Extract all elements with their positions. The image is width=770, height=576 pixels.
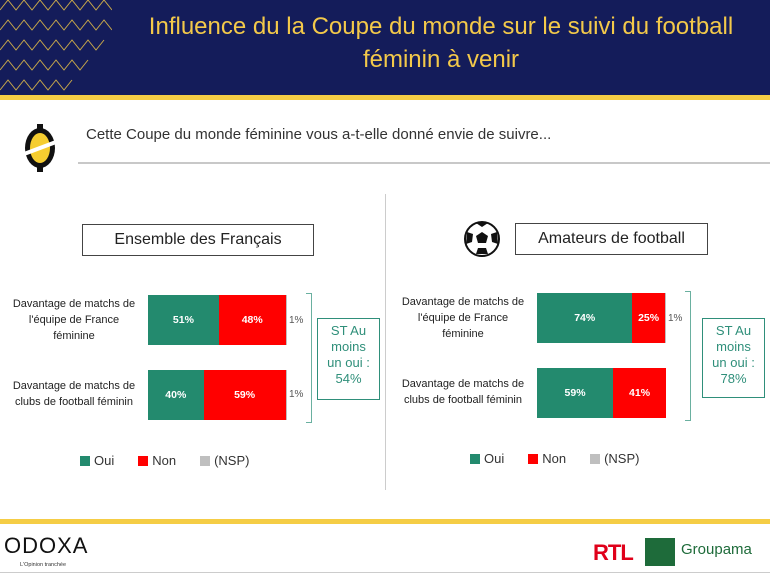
groupama-logo: Groupama <box>681 541 752 558</box>
row-label: Davantage de matchs de clubs de football … <box>401 378 525 406</box>
bar-segment-non: 41% <box>613 368 666 418</box>
bar-segment-nsp <box>664 293 666 343</box>
legend-non: Non <box>528 451 566 466</box>
bar-segment-nsp <box>285 370 287 420</box>
bar-segment-non: 59% <box>203 370 286 420</box>
bar-segment-oui: 74% <box>537 293 633 343</box>
bar-segment-oui: 40% <box>148 370 204 420</box>
legend: Oui Non (NSP) <box>80 453 249 468</box>
groupama-icon <box>645 538 675 566</box>
panel-title-ensemble: Ensemble des Français <box>82 224 314 256</box>
bar-row: 40% 59% <box>148 370 287 420</box>
header: Influence du la Coupe du monde sur le su… <box>0 0 770 95</box>
bar-segment-oui: 51% <box>148 295 219 345</box>
chevron-pattern <box>0 0 112 91</box>
row-label: Davantage de matchs de l'équipe de France… <box>12 298 136 342</box>
footer-stripe <box>0 519 770 524</box>
legend-nsp: (NSP) <box>200 453 249 468</box>
bracket <box>685 291 691 421</box>
summary-box: ST Au moins un oui :54% <box>317 318 380 400</box>
bar-row: 59% 41% <box>537 368 666 418</box>
footer-line <box>0 572 770 573</box>
legend-nsp: (NSP) <box>590 451 639 466</box>
rtl-logo: RTL <box>593 540 634 565</box>
question-text: Cette Coupe du monde féminine vous a-t-e… <box>86 126 552 143</box>
divider <box>78 162 770 164</box>
bar-segment-non: 48% <box>218 295 286 345</box>
bar-segment-non: 25% <box>632 293 665 343</box>
yellow-stripe <box>0 95 770 100</box>
legend-oui: Oui <box>80 453 114 468</box>
nsp-label: 1% <box>668 313 683 324</box>
page-title: Influence du la Coupe du monde sur le su… <box>148 13 734 73</box>
panel-divider <box>385 194 386 490</box>
bar-row: 74% 25% <box>537 293 666 343</box>
legend-oui: Oui <box>470 451 504 466</box>
row-label: Davantage de matchs de clubs de football … <box>12 380 136 408</box>
panel-title-amateurs: Amateurs de football <box>515 223 708 255</box>
nsp-label: 1% <box>289 315 304 326</box>
bar-segment-nsp <box>285 295 287 345</box>
odoxa-tagline: L'Opinion tranchée <box>20 562 66 568</box>
bar-row: 51% 48% <box>148 295 287 345</box>
nsp-label: 1% <box>289 389 304 400</box>
bar-segment-oui: 59% <box>537 368 614 418</box>
football-icon <box>464 221 500 257</box>
row-label: Davantage de matchs de l'équipe de France… <box>401 296 525 340</box>
summary-box: ST Au moins un oui :78% <box>702 318 765 398</box>
legend-non: Non <box>138 453 176 468</box>
bracket <box>306 293 312 423</box>
odoxa-logo: ODOXA <box>4 533 89 558</box>
odoxa-lemon-icon <box>23 124 57 172</box>
legend: Oui Non (NSP) <box>470 451 639 466</box>
